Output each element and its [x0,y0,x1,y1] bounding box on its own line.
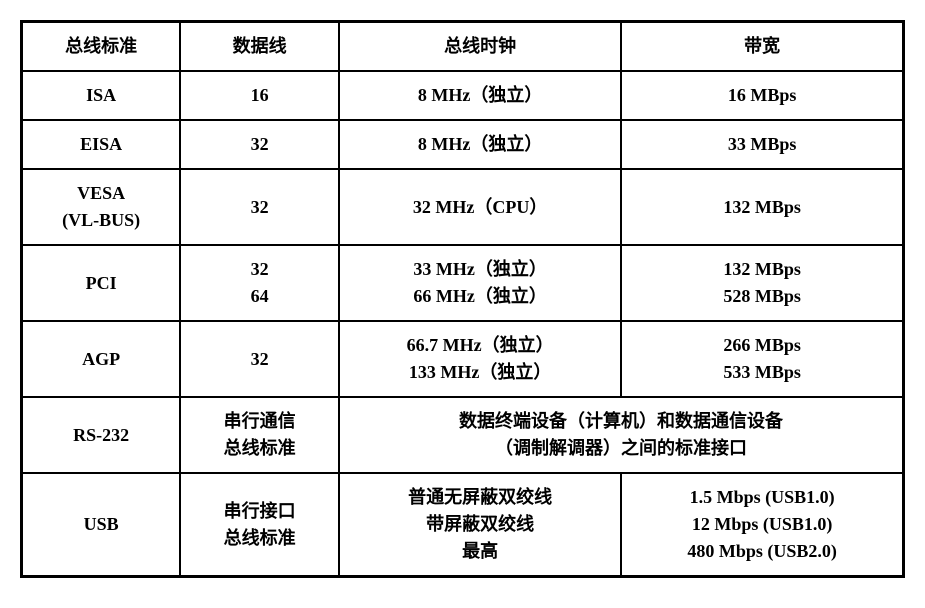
cell-data-lines: 串行通信 总线标准 [180,397,339,473]
cell-description: 数据终端设备（计算机）和数据通信设备 （调制解调器）之间的标准接口 [339,397,904,473]
cell-bus-standard: EISA [22,120,181,169]
header-bandwidth: 带宽 [621,22,903,72]
cell-bus-standard: PCI [22,245,181,321]
cell-bus-clock: 32 MHz（CPU） [339,169,621,245]
cell-data-lines: 32 [180,321,339,397]
cell-data-lines: 串行接口 总线标准 [180,473,339,577]
table-row: ISA 16 8 MHz（独立） 16 MBps [22,71,904,120]
cell-bus-standard: RS-232 [22,397,181,473]
cell-bus-standard: VESA (VL-BUS) [22,169,181,245]
cell-bus-clock: 33 MHz（独立） 66 MHz（独立） [339,245,621,321]
header-data-lines: 数据线 [180,22,339,72]
cell-data-lines: 32 [180,120,339,169]
bus-standards-table: 总线标准 数据线 总线时钟 带宽 ISA 16 8 MHz（独立） 16 MBp… [20,20,905,578]
cell-data-lines: 32 [180,169,339,245]
cell-bandwidth: 132 MBps [621,169,903,245]
cell-bus-standard: USB [22,473,181,577]
cell-bandwidth: 16 MBps [621,71,903,120]
table-body: ISA 16 8 MHz（独立） 16 MBps EISA 32 8 MHz（独… [22,71,904,577]
header-bus-clock: 总线时钟 [339,22,621,72]
cell-bus-standard: ISA [22,71,181,120]
table-row: RS-232 串行通信 总线标准 数据终端设备（计算机）和数据通信设备 （调制解… [22,397,904,473]
table-row: EISA 32 8 MHz（独立） 33 MBps [22,120,904,169]
table-row: PCI 32 64 33 MHz（独立） 66 MHz（独立） 132 MBps… [22,245,904,321]
cell-bus-clock: 普通无屏蔽双绞线 带屏蔽双绞线 最高 [339,473,621,577]
cell-bus-clock: 8 MHz（独立） [339,120,621,169]
cell-data-lines: 32 64 [180,245,339,321]
cell-data-lines: 16 [180,71,339,120]
table-row: USB 串行接口 总线标准 普通无屏蔽双绞线 带屏蔽双绞线 最高 1.5 Mbp… [22,473,904,577]
table-row: VESA (VL-BUS) 32 32 MHz（CPU） 132 MBps [22,169,904,245]
cell-bandwidth: 132 MBps 528 MBps [621,245,903,321]
cell-bus-clock: 66.7 MHz（独立） 133 MHz（独立） [339,321,621,397]
cell-bus-standard: AGP [22,321,181,397]
cell-bandwidth: 1.5 Mbps (USB1.0) 12 Mbps (USB1.0) 480 M… [621,473,903,577]
cell-bus-clock: 8 MHz（独立） [339,71,621,120]
cell-bandwidth: 266 MBps 533 MBps [621,321,903,397]
header-bus-standard: 总线标准 [22,22,181,72]
table-row: AGP 32 66.7 MHz（独立） 133 MHz（独立） 266 MBps… [22,321,904,397]
cell-bandwidth: 33 MBps [621,120,903,169]
table-header-row: 总线标准 数据线 总线时钟 带宽 [22,22,904,72]
